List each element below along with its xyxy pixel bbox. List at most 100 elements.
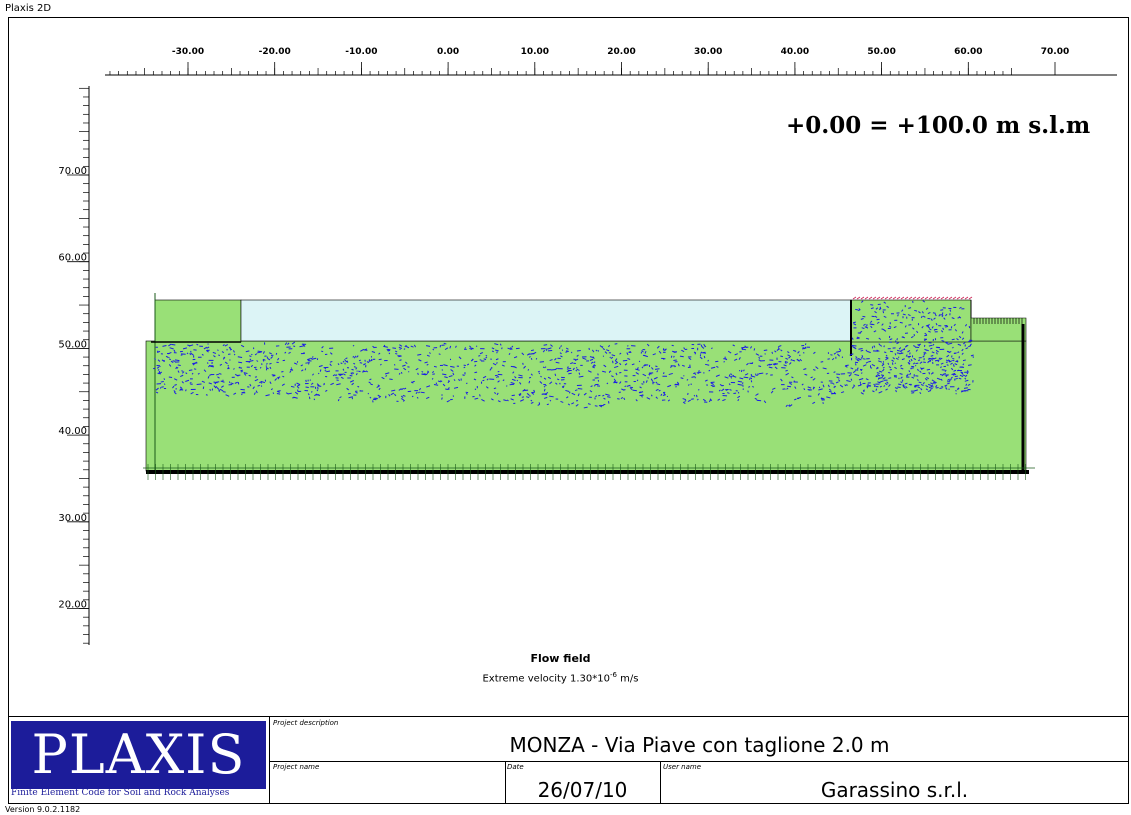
flow-arrow: [356, 355, 359, 358]
flow-arrow: [453, 386, 459, 389]
project-date: 26/07/10: [537, 778, 628, 802]
flow-arrow: [940, 362, 944, 365]
flow-arrow: [749, 377, 751, 380]
flow-arrow: [257, 384, 260, 387]
flow-arrow: [284, 342, 288, 346]
flow-arrow: [571, 402, 575, 405]
flow-arrow: [926, 377, 930, 380]
flow-arrow: [769, 363, 773, 366]
flow-arrow: [844, 384, 847, 387]
flow-arrow: [532, 351, 537, 355]
flow-arrow: [870, 320, 873, 324]
flow-arrow: [547, 376, 551, 379]
flow-arrow: [592, 366, 595, 369]
flow-arrow: [587, 370, 592, 373]
flow-arrow: [566, 396, 569, 399]
flow-arrow: [359, 362, 363, 364]
flow-arrow: [841, 391, 845, 394]
flow-arrow: [907, 362, 910, 365]
flow-arrow: [444, 376, 448, 379]
flow-arrow: [940, 309, 944, 311]
velocity-unit: m/s: [617, 673, 639, 685]
flow-arrow: [163, 383, 166, 386]
flow-arrow: [310, 382, 314, 385]
flow-arrow: [930, 384, 934, 387]
flow-arrow: [610, 356, 614, 360]
title-block: PLAXIS Finite Element Code for Soil and …: [8, 716, 1129, 804]
flow-arrow: [216, 373, 220, 376]
flow-arrow: [791, 376, 794, 379]
flow-arrow: [921, 311, 924, 314]
flow-arrow: [511, 378, 516, 381]
flow-arrow: [511, 345, 514, 348]
velocity-prefix: Extreme velocity 1.30*10: [482, 673, 611, 685]
soil-main: [145, 340, 1027, 472]
flow-arrow: [737, 383, 743, 386]
model-plot[interactable]: -30.00 -20.00 -10.00 0.00 10.00 20.00 30.00 40.…: [9, 18, 1128, 716]
flow-arrow: [161, 359, 165, 363]
flow-arrow: [252, 386, 255, 390]
flow-arrow: [702, 398, 706, 402]
flow-arrow: [238, 361, 243, 364]
flow-arrow: [928, 328, 932, 331]
flow-arrow: [547, 347, 552, 350]
flow-arrow: [514, 376, 517, 379]
flow-arrow: [289, 370, 292, 373]
flow-arrow: [626, 352, 629, 356]
flow-arrow: [351, 382, 354, 386]
flow-arrow: [355, 367, 358, 370]
flow-arrow: [206, 346, 210, 349]
flow-arrow: [957, 387, 960, 390]
flow-arrow: [410, 345, 413, 348]
flow-arrow: [879, 385, 882, 388]
flow-arrow: [615, 358, 618, 361]
flow-arrow: [914, 309, 918, 312]
flow-arrow: [920, 315, 923, 319]
flow-arrow: [964, 324, 968, 327]
flow-arrow: [162, 345, 167, 347]
flow-arrow: [418, 391, 420, 394]
flow-arrow: [839, 384, 844, 388]
flow-arrow: [168, 364, 172, 367]
flow-arrow: [875, 388, 878, 391]
flow-arrow: [737, 380, 743, 383]
flow-arrow: [875, 375, 878, 378]
flow-arrow: [157, 368, 160, 371]
flow-arrow: [929, 347, 933, 350]
x-tick-label: 70.00: [1041, 47, 1069, 57]
flow-arrow: [462, 374, 465, 376]
app-title: Plaxis 2D: [5, 3, 52, 14]
flow-arrow: [802, 347, 807, 350]
flow-arrow: [894, 340, 897, 343]
flow-arrow: [876, 321, 880, 324]
load-mark: [872, 296, 877, 300]
flow-arrow: [549, 381, 553, 385]
flow-arrow: [710, 366, 716, 369]
flow-arrow: [323, 383, 325, 386]
flow-arrow: [628, 350, 631, 353]
flow-arrow: [265, 367, 269, 370]
flow-arrow: [873, 330, 877, 333]
flow-arrow: [392, 347, 397, 349]
flow-arrow: [901, 358, 905, 361]
flow-arrow: [317, 386, 319, 390]
flow-arrow: [965, 347, 969, 350]
flow-arrow: [952, 357, 955, 360]
flow-arrow: [253, 392, 256, 395]
flow-arrow: [947, 342, 953, 345]
flow-arrow: [337, 399, 340, 402]
flow-arrow: [898, 383, 902, 386]
flow-arrow: [904, 382, 908, 385]
flow-arrow: [945, 313, 948, 317]
flow-arrow: [803, 388, 806, 391]
flow-arrow: [895, 357, 899, 360]
flow-arrow: [494, 391, 497, 395]
flow-arrow: [288, 351, 291, 354]
flow-arrow: [450, 369, 454, 372]
flow-arrow: [458, 356, 462, 360]
flow-arrow: [780, 378, 783, 382]
flow-field-arrows: [153, 300, 974, 409]
flow-arrow: [880, 344, 883, 347]
flow-arrow: [626, 384, 631, 387]
x-tick-label: 0.00: [437, 47, 459, 57]
